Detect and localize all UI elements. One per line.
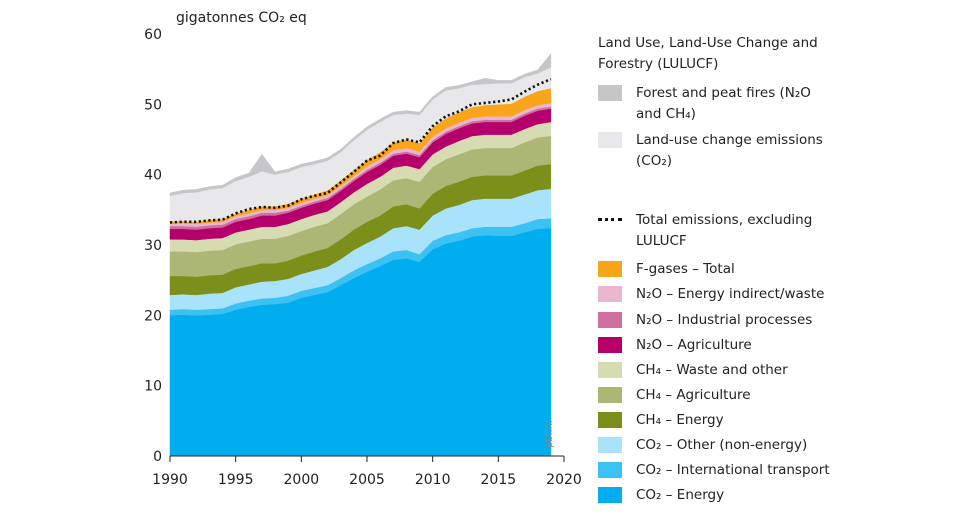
legend-label: N₂O – Industrial processes [636, 312, 813, 328]
legend-label: Forest and peat fires (N₂O and CH₄) [636, 85, 811, 122]
legend-label: N₂O – Energy indirect/waste [636, 286, 825, 302]
legend-swatch [598, 412, 622, 428]
legend-group-heading: Land Use, Land-Use Change and Forestry (… [598, 35, 818, 72]
y-tick-label: 20 [144, 308, 162, 324]
legend-dotted-line [598, 218, 622, 221]
legend-swatch [598, 487, 622, 503]
legend-swatch [598, 286, 622, 302]
x-tick-label: 1990 [152, 472, 188, 488]
y-axis-ticks: 0 10 20 30 40 50 60 [144, 27, 162, 465]
legend-swatch [598, 261, 622, 277]
y-tick-label: 30 [144, 238, 162, 254]
y-tick-label: 40 [144, 168, 162, 184]
legend-swatch [598, 462, 622, 478]
x-tick-label: 2010 [415, 472, 451, 488]
legend-label: Total emissions, excluding LULUCF [636, 212, 813, 249]
legend-label: CO₂ – Other (non-energy) [636, 437, 808, 453]
x-tick-label: 2020 [546, 472, 582, 488]
x-tick-label: 2000 [284, 472, 320, 488]
legend-label: Land-use change emissions (CO₂) [636, 132, 823, 169]
legend-swatch [598, 132, 622, 148]
x-tick-label: 2005 [349, 472, 385, 488]
legend-swatch [598, 337, 622, 353]
legend-label: CH₄ – Agriculture [636, 387, 751, 403]
legend-label: CO₂ – Energy [636, 487, 725, 503]
legend-label: CH₄ – Energy [636, 412, 724, 428]
stacked-areas [169, 52, 552, 457]
legend-swatch [598, 362, 622, 378]
legend-swatch [598, 312, 622, 328]
legend-label: N₂O – Agriculture [636, 337, 752, 353]
watermark: pbl.nl [544, 420, 555, 448]
area-series-11 [169, 52, 552, 197]
legend-label: CO₂ – International transport [636, 462, 830, 478]
x-tick-label: 1995 [218, 472, 254, 488]
x-tick-label: 2015 [481, 472, 517, 488]
y-tick-label: 0 [153, 449, 162, 465]
x-axis-ticks: 1990 1995 2000 2005 2010 2015 2020 [152, 456, 582, 488]
y-tick-label: 10 [144, 379, 162, 395]
y-tick-label: 60 [144, 27, 162, 43]
legend-label: F-gases – Total [636, 261, 735, 277]
y-tick-label: 50 [144, 97, 162, 113]
legend-swatch [598, 85, 622, 101]
legend-label: CH₄ – Waste and other [636, 362, 788, 378]
legend-swatch [598, 437, 622, 453]
legend-swatch [598, 387, 622, 403]
y-axis-label: gigatonnes CO₂ eq [176, 10, 307, 26]
